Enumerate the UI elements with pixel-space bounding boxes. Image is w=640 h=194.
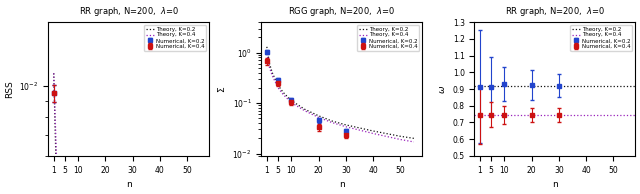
Theory, K=0.2 bbox=[266, 63, 273, 65]
Theory, K=0.4 bbox=[315, 116, 323, 119]
Legend: Theory, K=0.2, Theory, K=0.4, Numerical, K=0.2, Numerical, K=0.4: Theory, K=0.2, Theory, K=0.4, Numerical,… bbox=[570, 25, 632, 51]
Theory, K=0.2 bbox=[474, 85, 481, 87]
Theory, K=0.4 bbox=[268, 74, 276, 77]
Theory, K=0.4 bbox=[287, 101, 295, 104]
Title: RR graph, N=200,  $\lambda$=0: RR graph, N=200, $\lambda$=0 bbox=[79, 5, 179, 18]
Theory, K=0.4 bbox=[410, 141, 418, 143]
Theory, K=0.4 bbox=[474, 114, 481, 116]
Theory, K=0.2 bbox=[315, 115, 323, 117]
Theory, K=0.2 bbox=[287, 99, 295, 102]
Theory, K=0.2 bbox=[342, 124, 349, 126]
Line: Theory, K=0.4: Theory, K=0.4 bbox=[54, 73, 201, 194]
X-axis label: n: n bbox=[552, 180, 557, 189]
Theory, K=0.4 bbox=[263, 53, 271, 55]
Line: Theory, K=0.2: Theory, K=0.2 bbox=[267, 47, 414, 138]
Theory, K=0.4 bbox=[328, 121, 336, 124]
Theory, K=0.2 bbox=[396, 135, 404, 137]
Theory, K=0.2 bbox=[52, 179, 60, 182]
Y-axis label: $\omega$: $\omega$ bbox=[438, 84, 447, 94]
Theory, K=0.2 bbox=[476, 85, 484, 87]
Theory, K=0.2 bbox=[301, 108, 308, 111]
Theory, K=0.4 bbox=[476, 114, 484, 116]
Title: RR graph, N=200,  $\lambda$=0: RR graph, N=200, $\lambda$=0 bbox=[505, 5, 605, 18]
Theory, K=0.2 bbox=[50, 72, 58, 74]
Theory, K=0.2 bbox=[274, 84, 282, 86]
Legend: Theory, K=0.2, Theory, K=0.4, Numerical, K=0.2, Numerical, K=0.4: Theory, K=0.2, Theory, K=0.4, Numerical,… bbox=[144, 25, 206, 51]
Theory, K=0.4 bbox=[279, 93, 287, 96]
Legend: Theory, K=0.2, Theory, K=0.4, Numerical, K=0.2, Numerical, K=0.4: Theory, K=0.2, Theory, K=0.4, Numerical,… bbox=[357, 25, 419, 51]
Theory, K=0.2 bbox=[410, 137, 418, 139]
Y-axis label: $\Sigma$: $\Sigma$ bbox=[216, 86, 227, 93]
X-axis label: n: n bbox=[339, 180, 344, 189]
Theory, K=0.4 bbox=[52, 155, 60, 157]
Line: Theory, K=0.2: Theory, K=0.2 bbox=[54, 73, 201, 194]
Y-axis label: RSS: RSS bbox=[5, 80, 14, 98]
Theory, K=0.4 bbox=[396, 138, 404, 141]
Title: RGG graph, N=200,  $\lambda$=0: RGG graph, N=200, $\lambda$=0 bbox=[288, 5, 396, 18]
Theory, K=0.4 bbox=[274, 86, 282, 88]
Theory, K=0.4 bbox=[369, 132, 377, 135]
Theory, K=0.4 bbox=[342, 126, 349, 128]
Theory, K=0.4 bbox=[50, 72, 58, 74]
Theory, K=0.2 bbox=[268, 72, 276, 74]
Theory, K=0.2 bbox=[328, 120, 336, 122]
Theory, K=0.2 bbox=[279, 91, 287, 94]
Theory, K=0.4 bbox=[55, 191, 63, 193]
Line: Theory, K=0.4: Theory, K=0.4 bbox=[267, 54, 414, 142]
Theory, K=0.2 bbox=[263, 46, 271, 48]
Theory, K=0.4 bbox=[301, 110, 308, 112]
Theory, K=0.4 bbox=[266, 67, 273, 69]
X-axis label: n: n bbox=[126, 180, 131, 189]
Theory, K=0.2 bbox=[369, 130, 377, 132]
